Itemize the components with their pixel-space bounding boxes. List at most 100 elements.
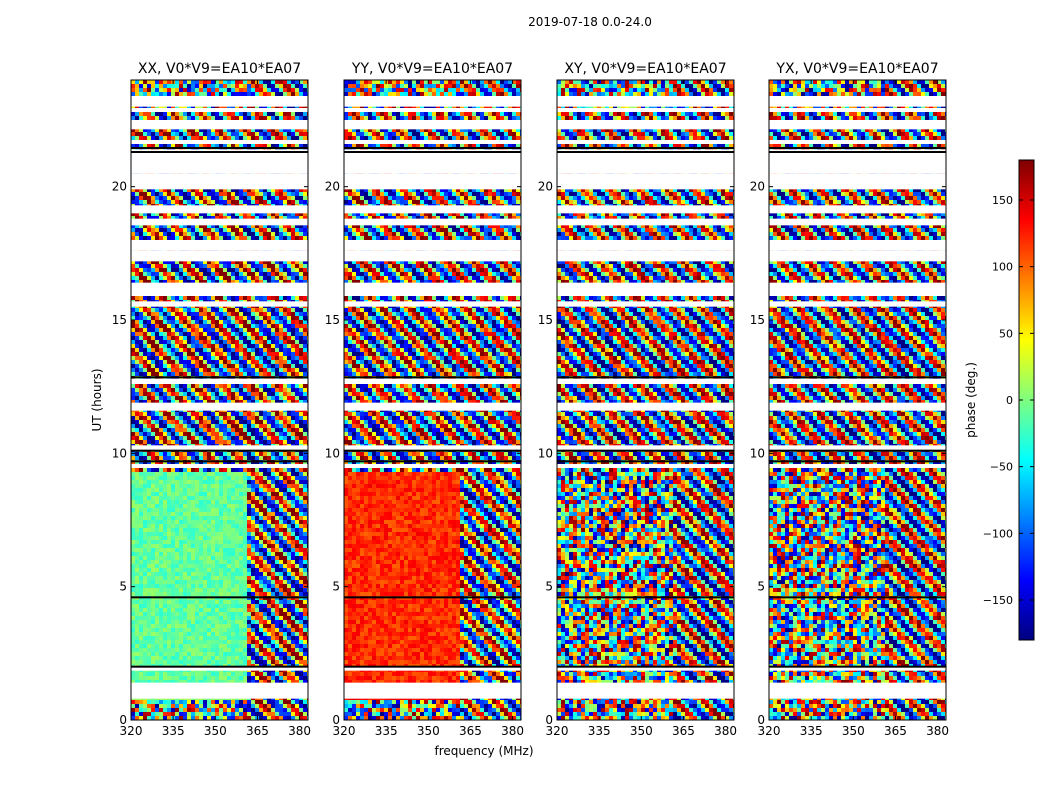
flagged-interval bbox=[557, 666, 734, 671]
flagged-interval bbox=[131, 378, 308, 384]
scan-boundary bbox=[769, 376, 946, 379]
flagged-interval bbox=[557, 282, 734, 296]
x-tick-label: 335 bbox=[162, 724, 185, 738]
colorbar-tick-label: −150 bbox=[983, 594, 1013, 607]
flagged-interval bbox=[131, 682, 308, 699]
flagged-interval bbox=[344, 120, 521, 130]
flagged-interval bbox=[131, 445, 308, 451]
scan-boundary bbox=[344, 665, 521, 668]
x-tick-label: 320 bbox=[546, 724, 569, 738]
panel-frame bbox=[556, 79, 735, 721]
scan-boundary bbox=[557, 449, 734, 452]
flagged-interval bbox=[769, 205, 946, 214]
flagged-interval bbox=[769, 250, 946, 262]
flagged-interval bbox=[344, 378, 521, 384]
flagged-interval bbox=[769, 240, 946, 251]
flagged-interval bbox=[769, 464, 946, 468]
flagged-interval bbox=[131, 250, 308, 262]
scan-boundary bbox=[557, 151, 734, 153]
scan-boundary bbox=[344, 147, 521, 149]
y-tick-label: 5 bbox=[332, 580, 340, 594]
scan-boundary bbox=[131, 596, 308, 599]
flagged-interval bbox=[557, 205, 734, 214]
flagged-interval bbox=[344, 282, 521, 296]
flagged-interval bbox=[557, 218, 734, 226]
scan-boundary bbox=[344, 449, 521, 452]
scan-boundary bbox=[769, 596, 946, 599]
panel-title: XX, V0*V9=EA10*EA07 bbox=[138, 61, 301, 77]
y-tick-label: 0 bbox=[757, 713, 765, 727]
flagged-interval bbox=[557, 240, 734, 251]
y-tick-label: 20 bbox=[325, 180, 340, 194]
panel-title: XY, V0*V9=EA10*EA07 bbox=[564, 61, 726, 77]
scan-boundary bbox=[344, 596, 521, 599]
flagged-interval bbox=[557, 149, 734, 174]
flagged-interval bbox=[557, 96, 734, 107]
flagged-interval bbox=[769, 96, 946, 107]
flagged-interval bbox=[557, 464, 734, 468]
flagged-interval bbox=[131, 282, 308, 296]
y-tick-label: 5 bbox=[757, 580, 765, 594]
x-tick-label: 335 bbox=[588, 724, 611, 738]
flagged-interval bbox=[344, 464, 521, 468]
colorbar-tick-label: −100 bbox=[983, 527, 1013, 540]
scan-boundary bbox=[769, 147, 946, 149]
flagged-interval bbox=[344, 205, 521, 214]
scan-boundary bbox=[344, 376, 521, 379]
scan-boundary bbox=[769, 665, 946, 668]
y-axis-label: UT (hours) bbox=[90, 368, 104, 431]
flagged-interval bbox=[344, 149, 521, 174]
flagged-interval bbox=[557, 120, 734, 130]
panel-4: YX, V0*V9=EA10*EA07 320 335 350 365 380 0 5 10 15… bbox=[750, 61, 949, 738]
colorbar-label: phase (deg.) bbox=[964, 362, 978, 438]
flagged-interval bbox=[344, 682, 521, 699]
y-tick-label: 15 bbox=[750, 313, 765, 327]
y-tick-label: 20 bbox=[750, 180, 765, 194]
flagged-interval bbox=[344, 301, 521, 307]
flagged-interval bbox=[131, 218, 308, 226]
phase-image bbox=[344, 80, 521, 720]
x-axis-label: frequency (MHz) bbox=[434, 744, 533, 758]
scan-boundary bbox=[344, 460, 521, 463]
scan-boundary bbox=[557, 596, 734, 599]
x-tick-label: 365 bbox=[672, 724, 695, 738]
scan-boundary bbox=[557, 376, 734, 379]
x-tick-label: 350 bbox=[630, 724, 653, 738]
phase-image bbox=[557, 80, 734, 720]
panel-title: YX, V0*V9=EA10*EA07 bbox=[775, 61, 938, 77]
flagged-interval bbox=[131, 149, 308, 174]
y-tick-label: 0 bbox=[119, 713, 127, 727]
y-tick-label: 15 bbox=[538, 313, 553, 327]
flagged-interval bbox=[769, 120, 946, 130]
phase-image bbox=[131, 80, 308, 720]
flagged-interval bbox=[769, 282, 946, 296]
x-tick-label: 380 bbox=[926, 724, 949, 738]
y-tick-label: 10 bbox=[538, 446, 553, 460]
flagged-interval bbox=[557, 402, 734, 411]
panel-frame bbox=[130, 79, 309, 721]
flagged-interval bbox=[557, 378, 734, 384]
y-tick-label: 0 bbox=[332, 713, 340, 727]
flagged-interval bbox=[344, 666, 521, 671]
y-tick-label: 5 bbox=[545, 580, 553, 594]
flagged-interval bbox=[557, 108, 734, 112]
flagged-interval bbox=[131, 108, 308, 112]
scan-boundary bbox=[131, 151, 308, 153]
panel-2: YY, V0*V9=EA10*EA07 320 335 350 365 380 0 5 10 15… bbox=[325, 61, 524, 738]
y-tick-label: 0 bbox=[545, 713, 553, 727]
scan-boundary bbox=[557, 665, 734, 668]
flagged-interval bbox=[131, 301, 308, 307]
flagged-interval bbox=[131, 240, 308, 251]
scan-boundary bbox=[131, 147, 308, 149]
flagged-interval bbox=[769, 140, 946, 144]
flagged-interval bbox=[344, 240, 521, 251]
scan-boundary bbox=[131, 665, 308, 668]
x-tick-label: 320 bbox=[758, 724, 781, 738]
x-tick-label: 320 bbox=[120, 724, 143, 738]
y-tick-label: 20 bbox=[112, 180, 127, 194]
flagged-interval bbox=[557, 301, 734, 307]
phase-image bbox=[769, 80, 946, 720]
y-tick-label: 10 bbox=[750, 446, 765, 460]
flagged-interval bbox=[131, 464, 308, 468]
